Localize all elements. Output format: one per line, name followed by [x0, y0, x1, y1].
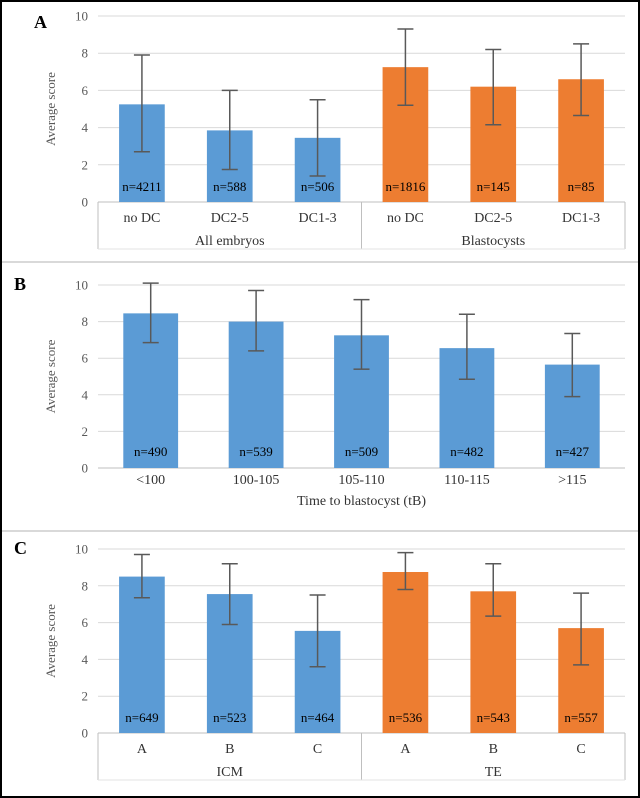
- bar-n-label: n=506: [301, 179, 335, 194]
- y-axis-title: Average score: [43, 72, 58, 146]
- bar-n-label: n=1816: [385, 179, 425, 194]
- x-category-label: B: [225, 742, 234, 757]
- bar-n-label: n=464: [301, 710, 335, 725]
- y-tick-label: 4: [82, 387, 89, 402]
- bar-n-label: n=427: [556, 444, 590, 459]
- x-category-label: <100: [136, 473, 165, 488]
- bar-n-label: n=543: [477, 710, 510, 725]
- y-axis-title: Average score: [43, 339, 58, 413]
- x-category-label: B: [489, 742, 498, 757]
- panel-letter: C: [14, 538, 27, 558]
- y-tick-label: 8: [82, 314, 89, 329]
- bar-n-label: n=539: [239, 444, 272, 459]
- group-label: ICM: [217, 765, 244, 780]
- panel-letter: B: [14, 274, 26, 294]
- x-category-label: >115: [558, 473, 586, 488]
- bar-n-label: n=490: [134, 444, 167, 459]
- chart-svg-a: 0 2 4 6 8 10 Average score An=4211 no DC n=588 DC2…: [34, 9, 626, 250]
- group-label: All embryos: [195, 234, 265, 249]
- x-category-label: C: [576, 742, 585, 757]
- y-axis-title: Average score: [43, 604, 58, 678]
- x-category-label: DC1-3: [562, 211, 600, 226]
- x-category-label: no DC: [123, 211, 160, 226]
- group-label: Blastocysts: [461, 234, 525, 249]
- y-tick-label: 6: [82, 615, 89, 630]
- x-category-label: C: [313, 742, 322, 757]
- group-label: TE: [485, 765, 502, 780]
- y-tick-label: 4: [82, 652, 89, 667]
- y-tick-label: 2: [82, 689, 89, 704]
- y-tick-label: 4: [82, 120, 89, 135]
- y-tick-label: 0: [82, 461, 89, 476]
- bar-n-label: n=649: [125, 710, 158, 725]
- x-category-label: A: [400, 742, 411, 757]
- y-tick-label: 2: [82, 424, 89, 439]
- y-tick-label: 8: [82, 46, 89, 61]
- y-tick-label: 6: [82, 351, 89, 366]
- y-tick-label: 0: [82, 726, 89, 741]
- chart-svg-b: 0 2 4 6 8 10 Average score Bn=490 <100 n=539 100-1…: [14, 274, 625, 509]
- bar-n-label: n=4211: [122, 179, 161, 194]
- x-category-label: 110-115: [444, 473, 490, 488]
- bar-n-label: n=557: [564, 710, 598, 725]
- bar-n-label: n=482: [450, 444, 483, 459]
- x-category-label: 100-105: [233, 473, 280, 488]
- bar-a: [382, 572, 429, 733]
- bar-n-label: n=509: [345, 444, 378, 459]
- bar-n-label: n=145: [477, 179, 510, 194]
- y-tick-label: 10: [75, 278, 88, 293]
- x-axis-title: Time to blastocyst (tB): [297, 494, 426, 509]
- x-category-label: A: [137, 742, 148, 757]
- x-category-label: DC1-3: [299, 211, 337, 226]
- bar-n-label: n=523: [213, 710, 246, 725]
- y-tick-label: 10: [75, 9, 88, 24]
- y-tick-label: 2: [82, 157, 89, 172]
- x-category-label: DC2-5: [211, 211, 249, 226]
- bar-n-label: n=536: [389, 710, 423, 725]
- x-category-label: DC2-5: [474, 211, 512, 226]
- y-tick-label: 10: [75, 542, 88, 557]
- y-tick-label: 8: [82, 578, 89, 593]
- x-category-label: 105-110: [338, 473, 384, 488]
- y-tick-label: 6: [82, 83, 89, 98]
- panel-letter: A: [34, 12, 47, 32]
- y-tick-label: 0: [82, 195, 89, 210]
- bar-n-label: n=85: [568, 179, 595, 194]
- bar-a: [119, 576, 165, 733]
- bar-n-label: n=588: [213, 179, 246, 194]
- chart-svg-c: 0 2 4 6 8 10 Average score Cn=649 An=523 Bn=464 Cn…: [14, 538, 626, 781]
- x-category-label: no DC: [387, 211, 424, 226]
